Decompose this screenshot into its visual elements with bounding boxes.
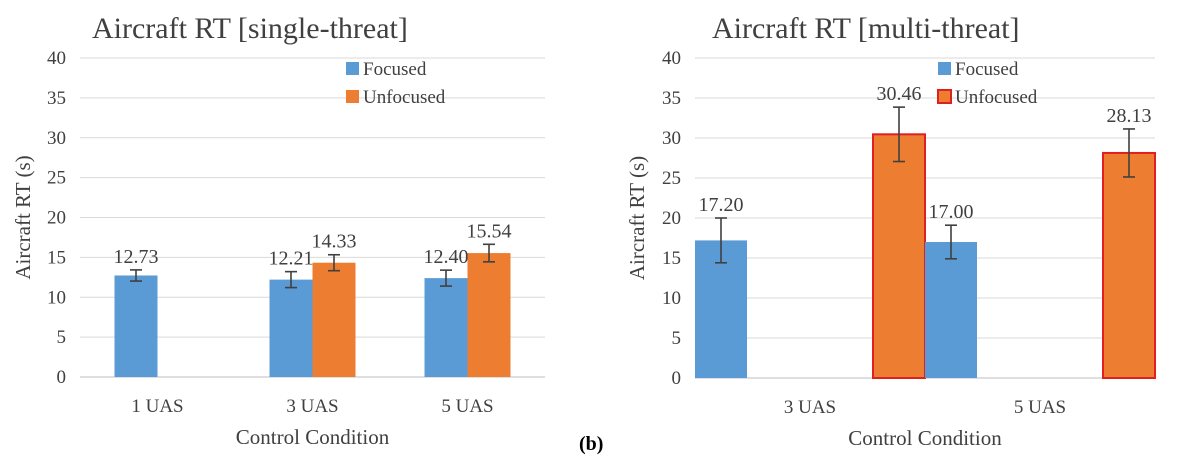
legend-label-unfocused: Unfocused — [363, 87, 446, 108]
legend-label-focused: Focused — [955, 59, 1019, 80]
y-tick-label: 25 — [47, 168, 66, 189]
y-tick-label: 30 — [662, 128, 681, 149]
y-axis-label: Aircraft RT (s) — [625, 156, 649, 280]
x-tick-label: 1 UAS — [131, 396, 183, 417]
y-tick-label: 35 — [662, 88, 681, 109]
x-axis-label: Control Condition — [848, 426, 1002, 450]
data-label: 12.21 — [269, 248, 314, 270]
bar-unfocused — [872, 133, 926, 379]
bar-unfocused — [1102, 151, 1156, 379]
x-axis-label: Control Condition — [236, 425, 390, 449]
legend-swatch-focused — [938, 62, 951, 75]
bar-focused — [925, 242, 977, 378]
x-tick-label: 3 UAS — [784, 397, 836, 418]
y-tick-label: 25 — [662, 168, 681, 189]
data-label: 12.73 — [114, 246, 159, 268]
y-tick-label: 10 — [662, 288, 681, 309]
chart-title: Aircraft RT [single-threat] — [92, 12, 408, 45]
data-label: 28.13 — [1107, 105, 1152, 127]
y-tick-label: 5 — [57, 327, 67, 348]
x-tick-label: 3 UAS — [286, 396, 338, 417]
y-tick-label: 40 — [47, 48, 66, 69]
data-label: 14.33 — [312, 231, 357, 253]
y-axis-label: Aircraft RT (s) — [11, 155, 35, 279]
legend-swatch-focused — [346, 62, 359, 75]
y-tick-label: 20 — [47, 208, 66, 229]
data-label: 30.46 — [877, 83, 922, 105]
legend-label-focused: Focused — [363, 59, 427, 80]
data-label: 17.20 — [699, 194, 744, 216]
x-tick-label: 5 UAS — [441, 396, 493, 417]
y-tick-label: 10 — [47, 287, 66, 308]
y-tick-label: 30 — [47, 128, 66, 149]
bar-focused — [424, 278, 468, 377]
y-tick-label: 20 — [662, 208, 681, 229]
y-tick-label: 0 — [672, 368, 682, 389]
chart-single-threat: Aircraft RT [single-threat] 0 5 10 15 20 25 30 3… — [11, 12, 545, 449]
data-label: 15.54 — [467, 220, 512, 242]
bar-unfocused — [312, 262, 356, 377]
legend-swatch-unfocused — [937, 89, 952, 104]
bar-focused — [114, 275, 158, 377]
y-tick-label: 5 — [672, 328, 682, 349]
data-label: 12.40 — [424, 246, 469, 268]
legend-swatch-unfocused — [346, 90, 359, 103]
y-tick-label: 35 — [47, 88, 66, 109]
y-tick-label: 0 — [57, 367, 67, 388]
panel-label: (b) — [579, 433, 604, 455]
legend-label-unfocused: Unfocused — [955, 87, 1038, 108]
chart-multi-threat: Aircraft RT [multi-threat] 0 5 10 15 20 25 30 35… — [625, 12, 1156, 450]
bar-unfocused — [467, 253, 511, 377]
data-label: 17.00 — [929, 201, 974, 223]
y-tick-label: 15 — [662, 248, 681, 269]
bar-focused — [269, 279, 313, 377]
y-tick-label: 15 — [47, 247, 66, 268]
chart-title: Aircraft RT [multi-threat] — [712, 12, 1020, 45]
x-tick-label: 5 UAS — [1014, 397, 1066, 418]
y-tick-label: 40 — [662, 48, 681, 69]
